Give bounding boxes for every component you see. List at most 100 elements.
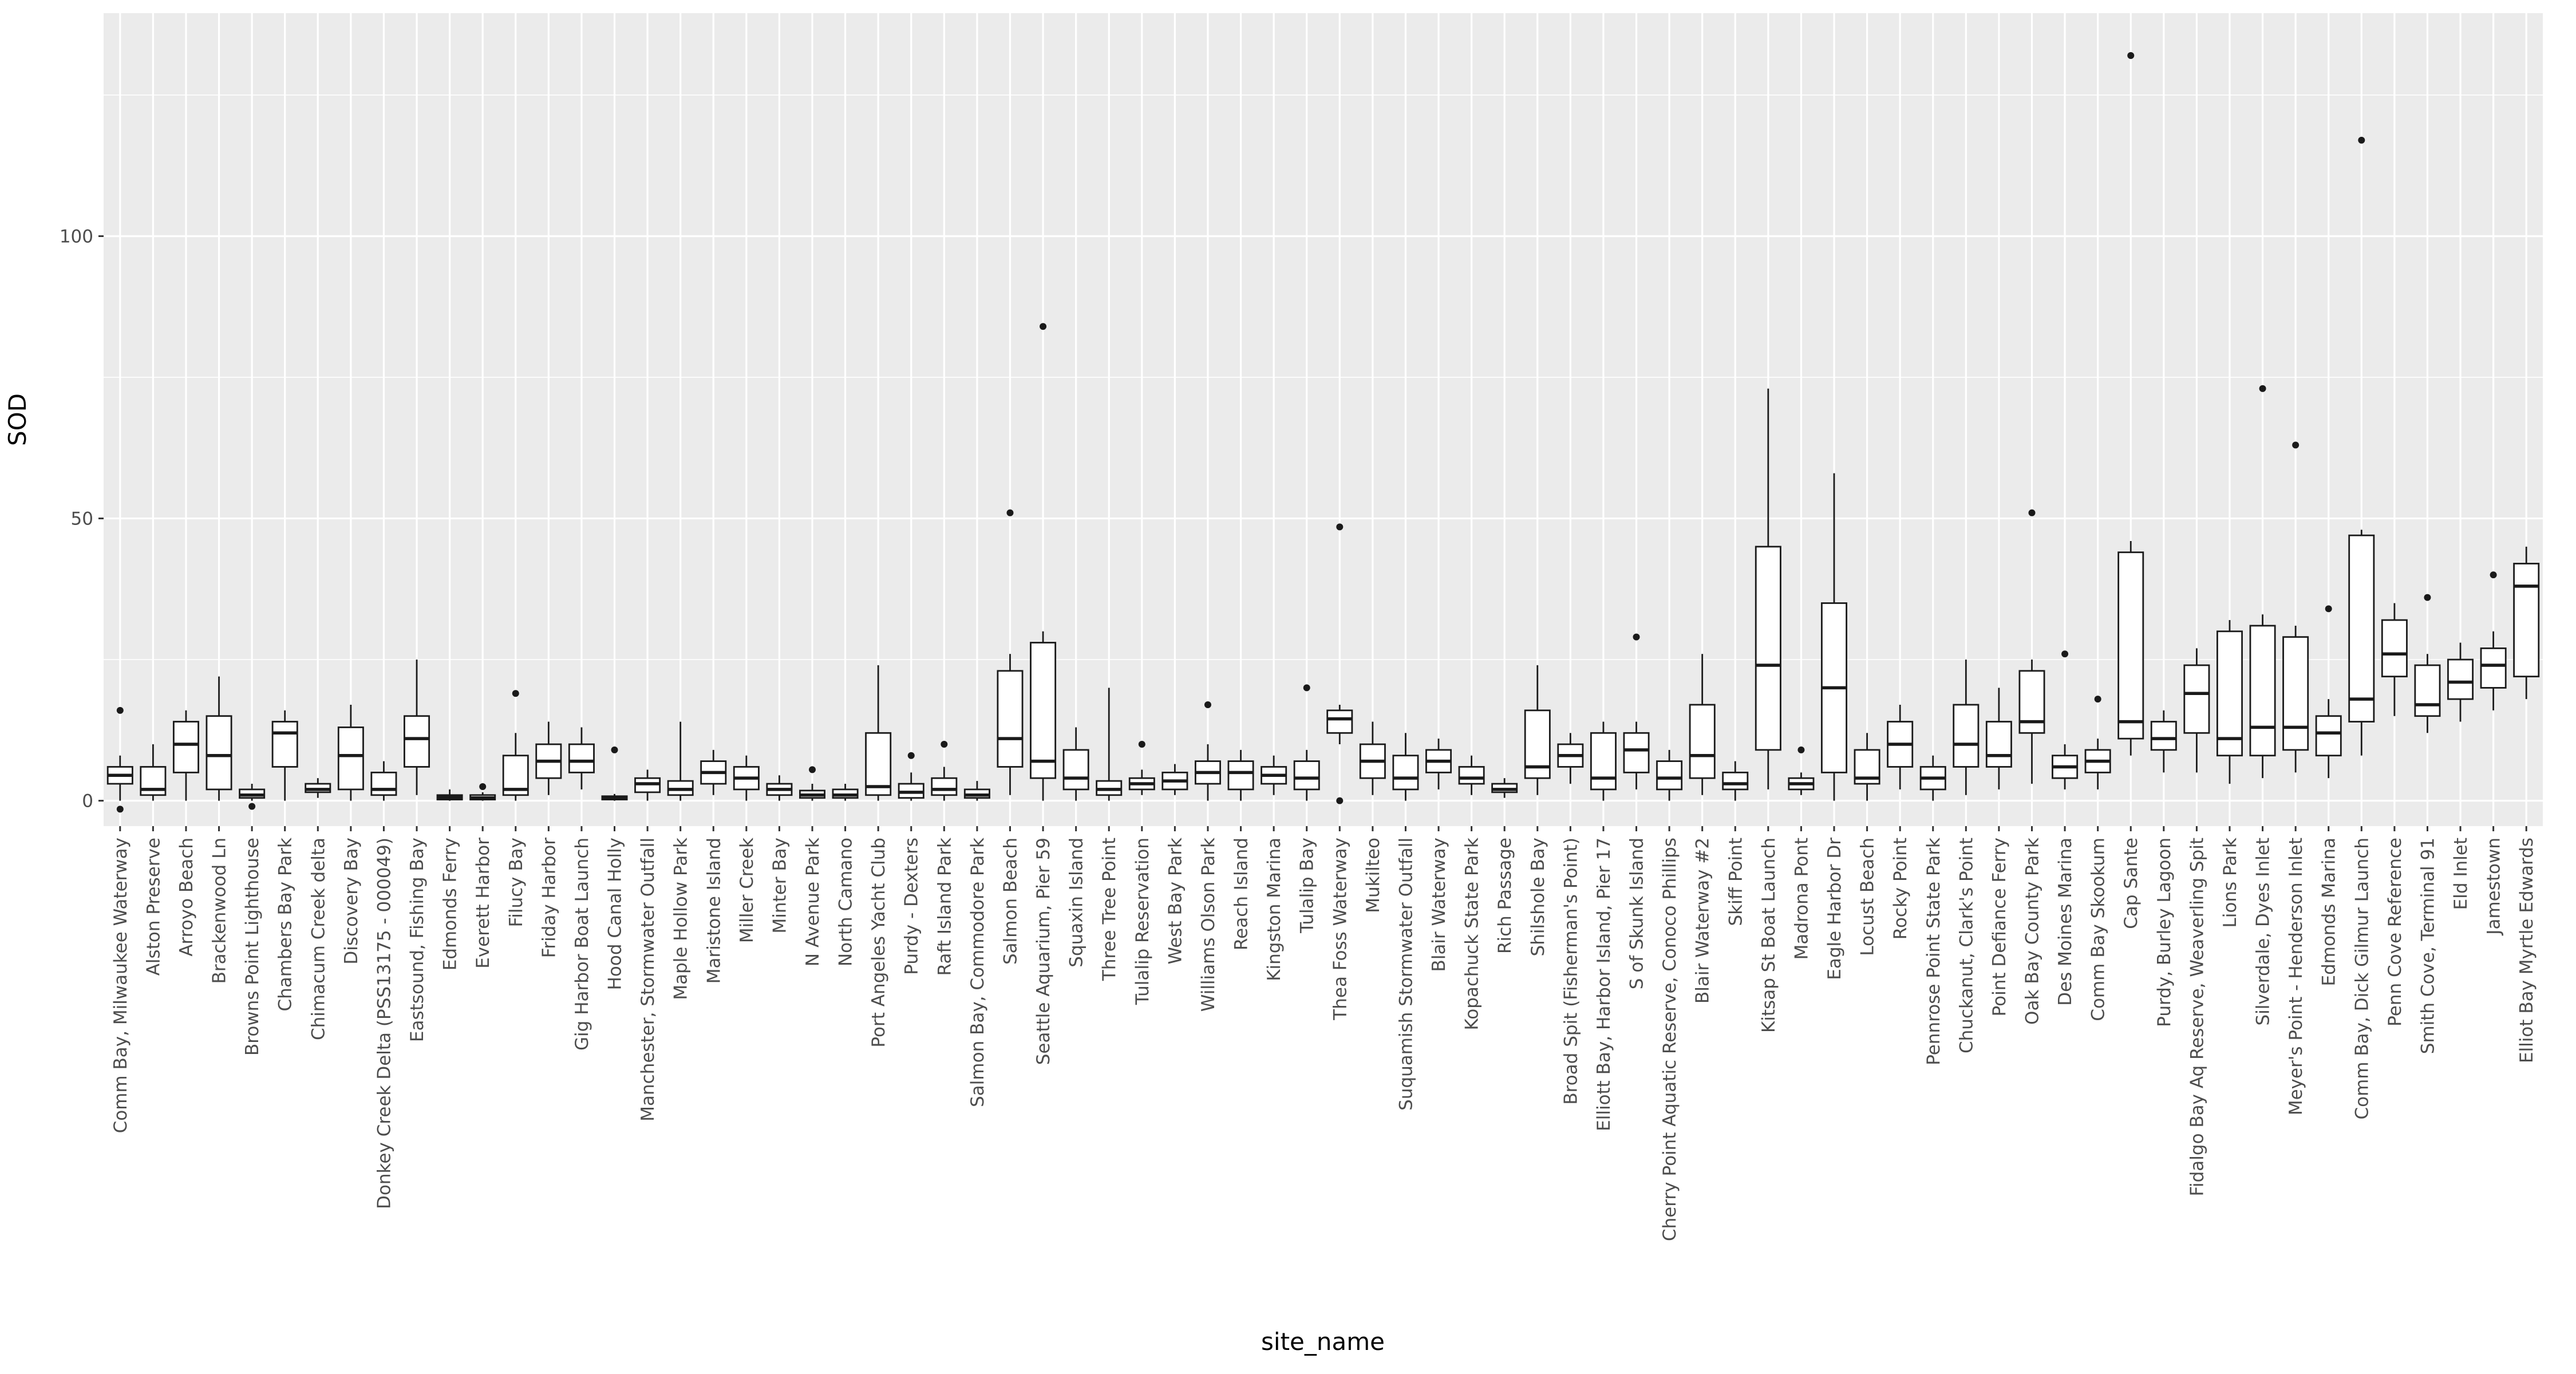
x-tick-label: Filucy Bay [506, 838, 527, 927]
x-tick-label: Cherry Point Aquatic Reserve, Conoco Phi… [1660, 838, 1680, 1241]
box [1689, 704, 1716, 779]
outlier-point [2028, 509, 2036, 516]
outlier-point [2490, 571, 2497, 579]
x-tick-label: Edmonds Ferry [440, 838, 461, 970]
x-tick-label: Cap Sante [2121, 838, 2142, 929]
outlier-point [1336, 797, 1344, 804]
x-tick-label: Brackenwood Ln [210, 838, 230, 984]
box [1623, 732, 1650, 773]
box [1326, 709, 1353, 734]
x-tick-label: Eastsound, Fishing Bay [407, 838, 428, 1042]
x-tick-label: Madrona Pont [1791, 838, 1812, 960]
outlier-point [808, 766, 816, 773]
box [2216, 630, 2243, 757]
x-tick-label: S of Skunk Island [1627, 838, 1647, 989]
x-tick-label: Tulalip Reservation [1132, 838, 1153, 1005]
outlier-point [1336, 523, 1344, 531]
x-tick-label: Edmonds Marina [2319, 838, 2340, 986]
outlier-point [2094, 696, 2101, 703]
outlier-point [941, 741, 948, 748]
x-tick-label: Kitsap St Boat Launch [1759, 838, 1779, 1033]
box [1590, 732, 1617, 791]
x-axis-title: site_name [1261, 1328, 1385, 1356]
box [370, 771, 397, 796]
x-tick-label: Maristone Island [704, 838, 724, 984]
outlier-point [2061, 650, 2069, 658]
box [865, 732, 892, 796]
x-tick-label: Elliott Bay, Harbor Island, Pier 17 [1594, 838, 1614, 1131]
outlier-point [116, 806, 124, 813]
box [1062, 749, 1089, 791]
x-tick-label: Lions Park [2220, 838, 2241, 928]
x-tick-label: Eld Inlet [2451, 838, 2471, 910]
plot-panel [104, 13, 2543, 826]
x-tick-label: Arroyo Beach [176, 838, 197, 957]
x-tick-label: Shilshole Bay [1528, 838, 1548, 956]
x-tick-label: Tulalip Bay [1297, 838, 1318, 934]
y-tick-label: 100 [60, 227, 93, 247]
x-tick-label: Suquamish Stormwater Outfall [1396, 838, 1416, 1111]
box [2447, 658, 2474, 700]
x-tick-label: Friday Harbor [539, 838, 559, 958]
box [1722, 771, 1749, 791]
outlier-point [1797, 746, 1805, 753]
x-tick-label: Raft Island Park [934, 838, 955, 976]
outlier-point [2358, 136, 2365, 144]
x-tick-label: Hood Canal Holly [605, 838, 626, 990]
outlier-point [907, 752, 915, 759]
outlier-point [479, 783, 487, 790]
outlier-point [611, 746, 618, 753]
x-tick-label: Everett Harbor [473, 838, 493, 969]
x-tick-label: Purdy, Burley Lagoon [2154, 838, 2175, 1027]
x-tick-label: Jamestown [2484, 838, 2504, 936]
x-tick-label: Chimacum Creek delta [308, 838, 329, 1040]
box [2315, 715, 2342, 757]
x-tick-label: Blair Waterway [1429, 838, 1449, 972]
box [172, 721, 199, 773]
x-tick-label: Alston Preserve [143, 838, 164, 976]
box [2381, 619, 2408, 678]
y-axis-title: SOD [3, 393, 31, 446]
x-tick-label: Comm Bay, Milwaukee Waterway [110, 838, 131, 1133]
outlier-point [2127, 52, 2135, 59]
box [404, 715, 430, 768]
x-tick-label: Comm Bay, Dick Gilmur Launch [2352, 838, 2372, 1119]
box [271, 721, 298, 768]
x-tick-label: Penn Cove Reference [2385, 838, 2405, 1026]
x-tick-label: Miller Creek [737, 838, 757, 943]
outlier-point [2292, 441, 2300, 449]
x-tick-label: Blair Waterway #2 [1693, 838, 1713, 1004]
outlier-point [2424, 594, 2431, 601]
y-tick-label: 0 [82, 791, 93, 812]
box [1755, 546, 1781, 751]
x-tick-label: Meyer's Point - Henderson Inlet [2286, 838, 2306, 1115]
outlier-point [2325, 605, 2332, 613]
box [2183, 664, 2210, 734]
x-tick-label: Mukilteo [1363, 838, 1384, 913]
box [1030, 642, 1057, 779]
chart-layer: 0 50 100 Comm Bay, Milwaukee Waterway Alston… [60, 13, 2543, 1241]
x-tick-label: Smith Cove, Terminal 91 [2417, 838, 2438, 1054]
outlier-point [248, 803, 256, 810]
x-tick-label: Rich Passage [1495, 838, 1515, 954]
box [997, 670, 1024, 768]
x-tick-label: Kopachuck State Park [1462, 838, 1483, 1030]
x-tick-label: Williams Olson Park [1198, 838, 1219, 1012]
x-tick-label: Des Moines Marina [2055, 838, 2076, 1006]
box [2018, 670, 2045, 734]
box [2480, 647, 2507, 689]
x-tick-label: Three Tree Point [1099, 838, 1120, 981]
box [2150, 721, 2177, 751]
x-tick-label: Silverdale, Dyes Inlet [2253, 838, 2274, 1026]
x-tick-label: Chambers Bay Park [275, 838, 296, 1011]
outlier-point [2259, 385, 2266, 392]
x-tick-label: Kingston Marina [1264, 838, 1285, 981]
box [568, 743, 595, 773]
box [1392, 755, 1419, 791]
x-tick-label: Thea Foss Waterway [1330, 838, 1350, 1021]
x-tick-label: Browns Point Lighthouse [242, 838, 263, 1056]
x-tick-label: Gig Harbor Boat Launch [572, 838, 592, 1051]
x-tick-label: Port Angeles Yacht Club [868, 838, 889, 1048]
